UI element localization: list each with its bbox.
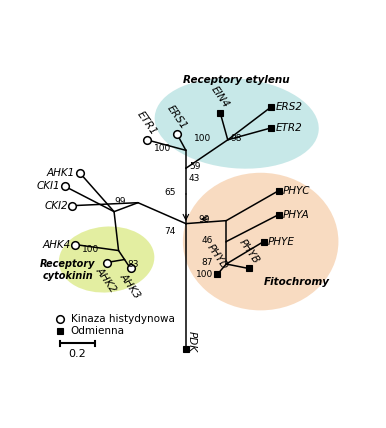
Text: CKI2: CKI2 — [44, 201, 68, 211]
Text: AHK3: AHK3 — [119, 271, 143, 300]
Text: ETR2: ETR2 — [276, 123, 302, 133]
Text: AHK1: AHK1 — [47, 168, 75, 178]
Text: AHK2: AHK2 — [95, 265, 119, 294]
Text: Kinaza histydynowa: Kinaza histydynowa — [71, 314, 174, 324]
Text: PHYA: PHYA — [283, 210, 310, 220]
Text: EIN4: EIN4 — [209, 85, 231, 110]
Text: Receptory etylenu: Receptory etylenu — [183, 75, 290, 85]
Ellipse shape — [155, 78, 319, 169]
Text: 43: 43 — [189, 174, 200, 183]
Text: 65: 65 — [164, 188, 175, 197]
Text: Receptory
cytokinin: Receptory cytokinin — [40, 259, 95, 281]
Text: 99: 99 — [198, 214, 210, 224]
Text: 99: 99 — [115, 197, 126, 206]
Text: 100: 100 — [194, 134, 211, 143]
Text: PDK: PDK — [187, 331, 197, 352]
Text: PHYB: PHYB — [237, 237, 261, 265]
Text: ERS1: ERS1 — [165, 103, 189, 131]
Text: 98: 98 — [231, 134, 242, 143]
Text: 0.2: 0.2 — [69, 349, 86, 359]
Text: 59: 59 — [189, 162, 200, 171]
Ellipse shape — [183, 173, 339, 310]
Text: ETR1: ETR1 — [135, 109, 159, 137]
Text: ERS2: ERS2 — [276, 102, 303, 112]
Text: Odmienna: Odmienna — [71, 326, 125, 336]
Text: PHYE: PHYE — [268, 237, 295, 247]
Text: AHK4: AHK4 — [42, 240, 71, 250]
Text: 46: 46 — [201, 235, 213, 244]
Text: 100: 100 — [82, 244, 99, 253]
Text: CKI1: CKI1 — [37, 181, 60, 191]
Text: 83: 83 — [127, 259, 139, 268]
Ellipse shape — [59, 226, 154, 293]
Text: 100: 100 — [196, 270, 213, 279]
Text: 74: 74 — [164, 226, 175, 235]
Text: 87: 87 — [201, 258, 213, 267]
Text: PHYC: PHYC — [283, 186, 311, 196]
Text: 100: 100 — [154, 144, 171, 153]
Text: PHYD: PHYD — [205, 243, 230, 271]
Text: Fitochromy: Fitochromy — [264, 277, 330, 287]
